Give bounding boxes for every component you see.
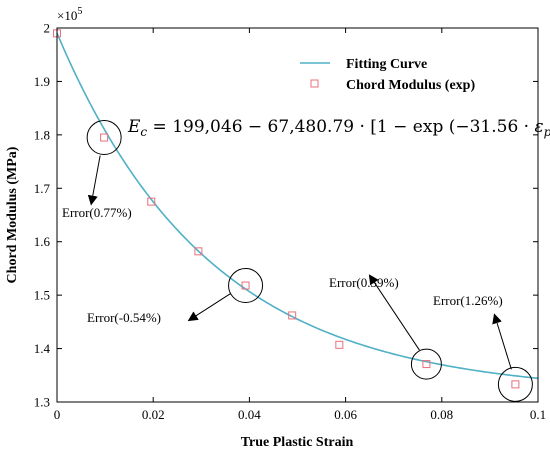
data-point-marker: [511, 380, 520, 389]
error-arrow: [492, 313, 512, 370]
error-arrow: [368, 274, 420, 351]
data-point-marker: [100, 133, 109, 142]
ticks: 0 0.02 0.04 0.06 0.08 0.1 1.3 1.4 1.5 1.6 1.7 1.8 1.…: [34, 21, 546, 423]
y-tick-label: 1.7: [34, 181, 51, 196]
fitting-curve-line: [56, 32, 539, 380]
legend-marker-swatch: [310, 79, 319, 88]
x-tick-label: 0.1: [530, 407, 546, 422]
y-exponent-power: 5: [77, 6, 82, 17]
error-annotation-label: Error(0.39%): [329, 275, 399, 290]
formula-var: ε: [534, 117, 543, 137]
formula-lhs: E: [127, 117, 141, 137]
error-highlight-circle: [410, 348, 442, 380]
plot-frame: [56, 27, 539, 403]
error-highlight-circle: [228, 268, 264, 304]
data-point-marker: [288, 311, 297, 320]
y-tick-label: 1.5: [34, 288, 50, 303]
x-tick-label: 0.04: [238, 407, 261, 422]
data-point-marker: [194, 247, 203, 256]
error-annotation-label: Error(0.77%): [62, 205, 132, 220]
y-tick-label: 1.3: [34, 395, 50, 410]
error-highlight-circle: [497, 366, 533, 402]
y-tick-label: 1.6: [34, 234, 51, 249]
legend-entry-chord-modulus: Chord Modulus (exp): [346, 78, 475, 93]
y-tick-label: 1.8: [34, 127, 50, 142]
markers-layer: [53, 29, 520, 389]
y-exponent-base: ×10: [57, 8, 77, 23]
data-point-marker: [147, 197, 156, 206]
x-tick-label: 0: [54, 407, 61, 422]
y-tick-label: 1.4: [34, 341, 51, 356]
y-exponent-label: ×105: [57, 6, 82, 23]
x-tick-label: 0.02: [142, 407, 165, 422]
error-highlight-circle: [86, 120, 122, 156]
formula-lhs-sub: c: [140, 125, 147, 139]
data-point-marker: [335, 340, 344, 349]
y-axis-title: Chord Modulus (MPa): [5, 146, 20, 283]
data-point-marker: [241, 281, 250, 290]
legend-entry-fitting-curve: Fitting Curve: [346, 57, 427, 72]
error-arrow: [87, 155, 101, 206]
y-tick-label: 2: [44, 21, 51, 36]
x-axis-title: True Plastic Strain: [241, 435, 354, 450]
fit-formula: Ec = 199,046 − 67,480.79 · [1 − exp (−31…: [127, 117, 550, 139]
data-point-marker: [422, 360, 431, 369]
y-tick-label: 1.9: [34, 74, 50, 89]
x-tick-label: 0.08: [430, 407, 453, 422]
formula-var-sub: p: [544, 125, 550, 139]
error-annotation-label: Error(-0.54%): [87, 310, 161, 325]
fitting-curve-layer: [56, 32, 539, 380]
plot-background: [57, 28, 538, 402]
annotations-layer: Error(0.77%) Error(-0.54%) Error(0.39%) Err…: [62, 120, 533, 402]
formula-body: = 199,046 − 67,480.79 · [1 − exp (−31.56…: [147, 117, 534, 137]
error-annotation-label: Error(1.26%): [433, 293, 503, 308]
legend: Fitting Curve Chord Modulus (exp): [300, 57, 475, 93]
error-arrow: [187, 293, 231, 322]
x-tick-label: 0.06: [334, 407, 357, 422]
